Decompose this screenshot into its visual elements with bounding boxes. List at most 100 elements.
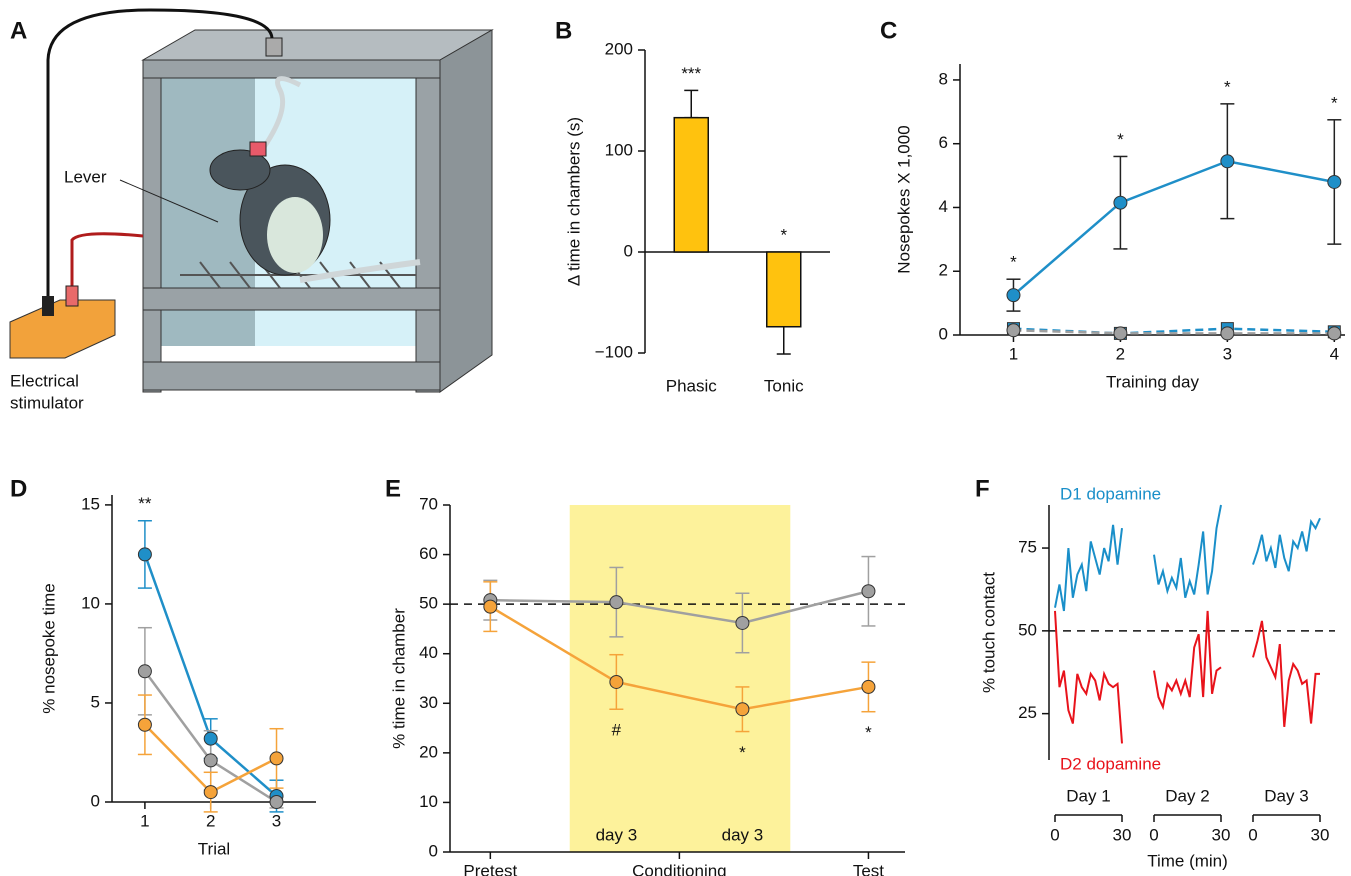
- frame: [415, 59, 441, 393]
- series-line: [1252, 620, 1320, 727]
- marker: [269, 795, 284, 809]
- marker: [1006, 288, 1021, 303]
- x-tick-label: Phasic: [666, 376, 718, 395]
- series-line: [1054, 524, 1123, 612]
- series-label: D1 dopamine: [1060, 484, 1161, 503]
- y-tick-label: 200: [605, 39, 633, 58]
- bar: [673, 116, 709, 253]
- y-tick-label: 60: [419, 544, 438, 563]
- marker: [203, 731, 218, 746]
- series-line: [490, 590, 869, 625]
- y-tick-label: 20: [419, 742, 438, 761]
- y-tick-label: 100: [605, 140, 633, 159]
- annotation: ***: [681, 64, 701, 83]
- rat-head: [209, 149, 271, 191]
- annotation: *: [1117, 130, 1124, 149]
- y-tick-label: 75: [1018, 538, 1037, 557]
- y-tick-label: 70: [419, 494, 438, 513]
- marker: [1220, 154, 1235, 169]
- annotation: *: [1224, 77, 1231, 96]
- y-tick-label: 15: [81, 494, 100, 513]
- rat-belly: [267, 197, 323, 273]
- x-tick-label: 30: [1212, 825, 1231, 844]
- frame: [142, 361, 441, 391]
- stimulator-label: stimulator: [10, 393, 84, 412]
- highlight: [569, 505, 791, 852]
- series-line: [1252, 517, 1321, 572]
- wire: [46, 8, 274, 300]
- x-tick-label: 3: [1223, 344, 1232, 363]
- y-axis-label: % time in chamber: [389, 608, 408, 749]
- y-tick-label: 0: [91, 791, 100, 810]
- x-axis-label: Training day: [1106, 372, 1199, 391]
- x-axis-label: Trial: [198, 839, 230, 858]
- stimulator-label: Electrical: [10, 371, 79, 390]
- annotation: *: [739, 743, 746, 762]
- frame: [142, 59, 441, 79]
- marker: [735, 615, 750, 630]
- x-tick-label: 0: [1050, 825, 1059, 844]
- marker: [1220, 326, 1235, 341]
- connector: [265, 37, 283, 57]
- marker: [609, 595, 624, 610]
- marker: [203, 753, 218, 768]
- y-tick-label: 6: [939, 133, 948, 152]
- panel-letter: B: [555, 17, 572, 44]
- y-tick-label: 10: [81, 593, 100, 612]
- marker: [861, 679, 876, 694]
- y-tick-label: 5: [91, 692, 100, 711]
- series-line: [1153, 610, 1222, 711]
- x-tick-label: Tonic: [764, 376, 804, 395]
- x-tick-label: 1: [1009, 344, 1018, 363]
- x-tick-label: 30: [1311, 825, 1330, 844]
- bar: [766, 251, 802, 328]
- terminal: [42, 296, 54, 316]
- lever-label: Lever: [64, 167, 107, 186]
- x-tick-label: 2: [1116, 344, 1125, 363]
- y-tick-label: 10: [419, 792, 438, 811]
- y-axis-label: Δ time in chambers (s): [564, 117, 583, 286]
- x-tick-label: 1: [140, 811, 149, 830]
- group-label: Day 3: [1264, 786, 1308, 805]
- illustration: A Lever Electrical stimulator: [9, 8, 494, 412]
- y-tick-label: 0: [939, 324, 948, 343]
- cable: [259, 76, 302, 152]
- y-tick-label: 2: [939, 261, 948, 280]
- y-tick-label: 30: [419, 693, 438, 712]
- y-tick-label: 0: [429, 841, 438, 860]
- x-tick-label: 30: [1113, 825, 1132, 844]
- series-line: [1153, 504, 1222, 598]
- marker: [483, 599, 498, 614]
- marker: [861, 584, 876, 599]
- y-tick-label: 8: [939, 69, 948, 88]
- marker: [137, 547, 152, 562]
- frame: [142, 59, 162, 393]
- tail: [299, 259, 421, 283]
- y-tick-label: 50: [1018, 620, 1037, 639]
- x-tick-label: 4: [1330, 344, 1339, 363]
- panel-letter: D: [10, 475, 27, 502]
- panel-letter: E: [385, 475, 401, 502]
- grid-floor: [180, 261, 416, 289]
- y-tick-label: 50: [419, 594, 438, 613]
- y-tick-label: −100: [595, 342, 633, 361]
- x-tick-label: 0: [1248, 825, 1257, 844]
- series-line: [1013, 328, 1335, 335]
- chamber-top: [141, 29, 494, 61]
- x-tick-label: Pretest: [463, 861, 517, 876]
- panel-letter: A: [10, 17, 27, 44]
- x-axis-label: Time (min): [1147, 851, 1228, 870]
- marker: [1327, 326, 1342, 341]
- x-tick-label: 2: [206, 811, 215, 830]
- y-axis-label: % touch contact: [979, 572, 998, 693]
- annotation: *: [780, 225, 787, 244]
- stimulator: [9, 299, 116, 359]
- marker: [137, 717, 152, 732]
- marker: [269, 751, 284, 766]
- series-line: [1054, 610, 1123, 744]
- annotation: *: [1331, 93, 1338, 112]
- y-axis-label: % nosepoke time: [39, 583, 58, 713]
- marker: [203, 785, 218, 800]
- panel-letter: C: [880, 17, 897, 44]
